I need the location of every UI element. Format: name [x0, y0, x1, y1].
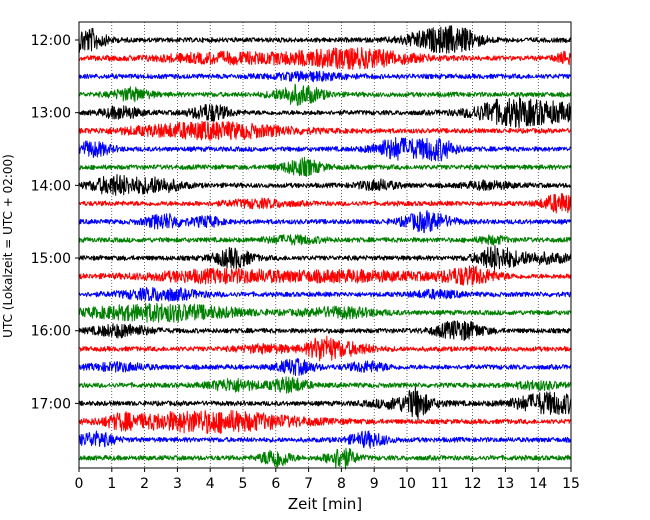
y-tick-label: 15:00 — [31, 251, 71, 267]
trace-row-1615 — [78, 335, 572, 362]
x-axis-label: Zeit [min] — [288, 495, 362, 513]
x-tick-label: 10 — [398, 476, 416, 492]
y-tick-label: 16:00 — [31, 324, 71, 340]
trace-row-1200 — [78, 25, 572, 54]
x-tick-label: 15 — [562, 476, 580, 492]
x-tick-label: 1 — [107, 476, 116, 492]
trace-row-1545 — [78, 302, 572, 323]
trace-row-1445 — [78, 234, 572, 246]
plot-frame — [78, 21, 572, 469]
trace-row-1315 — [78, 120, 572, 142]
trace-row-1245 — [78, 83, 572, 106]
trace-row-1630 — [78, 357, 572, 376]
x-axis-ticks: 0 1 2 3 4 5 6 7 8 9 10 11 12 13 14 15 — [75, 468, 580, 492]
x-tick-label: 14 — [529, 476, 547, 492]
trace-row-1400 — [78, 174, 572, 196]
x-tick-label: 9 — [370, 476, 379, 492]
trace-row-1645 — [78, 376, 572, 394]
x-tick-label: 8 — [337, 476, 346, 492]
x-tick-label: 6 — [271, 476, 280, 492]
trace-row-1415 — [78, 192, 572, 214]
trace-row-1515 — [78, 265, 572, 286]
x-tick-label: 2 — [140, 476, 149, 492]
trace-row-1215 — [78, 46, 572, 71]
trace-row-1600 — [78, 320, 572, 341]
y-tick-label: 17:00 — [31, 396, 71, 412]
trace-row-1530 — [78, 287, 572, 302]
y-axis-ticks: 12:00 13:00 14:00 15:00 16:00 17:00 — [31, 33, 79, 412]
x-tick-label: 5 — [239, 476, 248, 492]
y-tick-label: 12:00 — [31, 33, 71, 49]
trace-row-1500 — [78, 245, 572, 271]
trace-row-1730 — [78, 430, 572, 449]
trace-row-1345 — [78, 156, 572, 177]
y-tick-label: 13:00 — [31, 106, 71, 122]
x-tick-label: 3 — [173, 476, 182, 492]
y-axis-label: UTC (Lokalzeit = UTC + 02:00) — [1, 154, 15, 338]
traces — [78, 25, 572, 470]
trace-row-1300 — [78, 97, 572, 129]
x-tick-label: 13 — [496, 476, 514, 492]
trace-row-1745 — [78, 447, 572, 470]
x-tick-label: 11 — [431, 476, 449, 492]
x-tick-label: 0 — [75, 476, 84, 492]
x-tick-label: 4 — [206, 476, 215, 492]
grid — [111, 22, 539, 468]
x-tick-label: 12 — [464, 476, 482, 492]
trace-row-1330 — [78, 136, 572, 162]
trace-row-1430 — [78, 210, 572, 234]
y-tick-label: 14:00 — [31, 178, 71, 194]
trace-row-1700 — [78, 386, 572, 421]
trace-row-1715 — [78, 409, 572, 434]
x-tick-label: 7 — [304, 476, 313, 492]
trace-row-1230 — [78, 70, 572, 83]
